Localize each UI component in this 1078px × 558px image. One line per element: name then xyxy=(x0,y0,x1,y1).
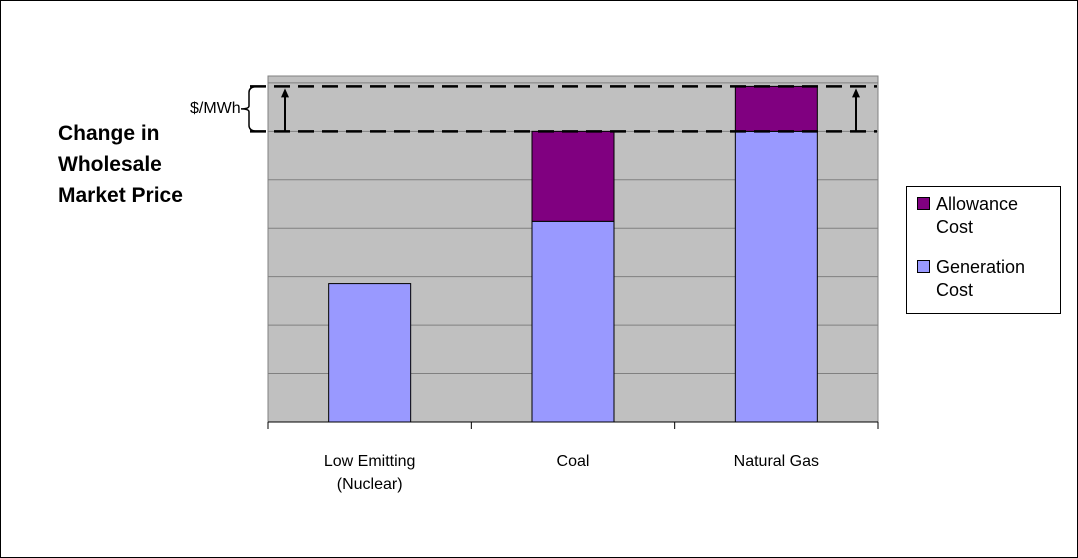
legend-item-allowance-cost: Allowance Cost xyxy=(917,193,1051,239)
legend-item-generation-cost: Generation Cost xyxy=(917,256,1051,302)
y-axis-label: $/MWh xyxy=(190,100,241,117)
legend-swatch-generation xyxy=(917,260,930,273)
bar-allowance-1 xyxy=(531,130,615,222)
arrow-head-1 xyxy=(852,88,860,98)
legend-swatch-allowance xyxy=(917,197,930,210)
bars xyxy=(328,85,818,423)
x-axis xyxy=(267,421,879,429)
bar-allowance-2 xyxy=(734,85,818,132)
legend-label-generation: Generation Cost xyxy=(936,257,1026,300)
brace xyxy=(240,85,259,133)
bar-generation-0 xyxy=(328,283,412,423)
legend-label-allowance: Allowance Cost xyxy=(936,194,1019,237)
price-change-annotation xyxy=(240,85,877,133)
x-tick-label: Low Emitting (Nuclear) xyxy=(323,453,416,493)
arrow-head-0 xyxy=(281,88,289,98)
bar-generation-2 xyxy=(734,130,818,423)
x-tick-label: Natural Gas xyxy=(733,453,820,470)
x-tick-label: Coal xyxy=(556,453,590,470)
price-change-label: Change in Wholesale Market Price xyxy=(58,122,183,207)
legend: Allowance Cost Generation Cost xyxy=(906,186,1061,314)
bar-generation-1 xyxy=(531,220,615,423)
